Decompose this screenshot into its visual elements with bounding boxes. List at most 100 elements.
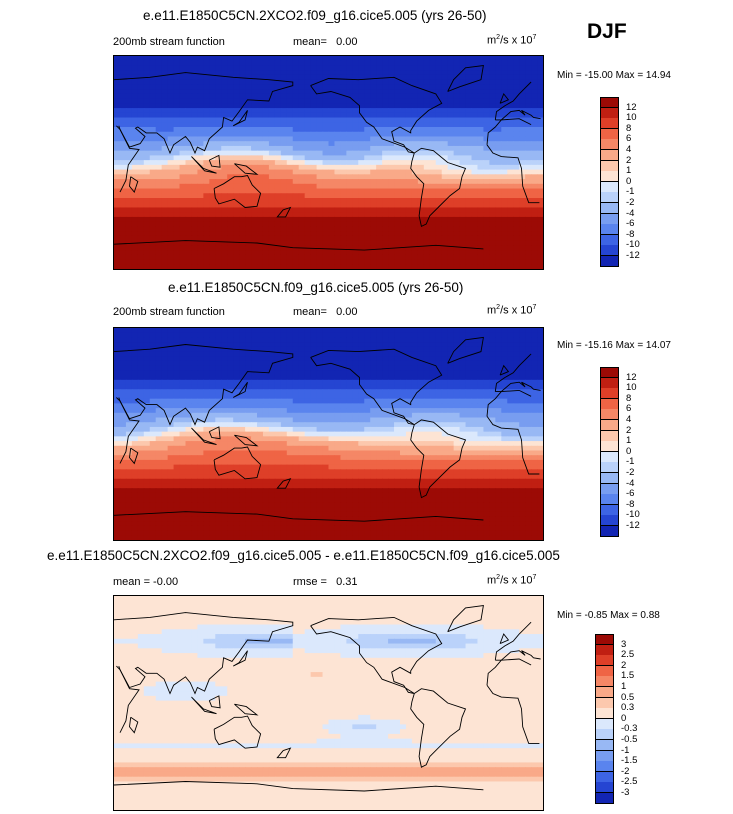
field-cell <box>143 60 151 67</box>
field-cell <box>471 389 479 395</box>
field-cell <box>131 408 139 414</box>
field-cell <box>167 79 175 85</box>
field-cell <box>280 193 288 199</box>
field-cell <box>501 384 508 390</box>
field-cell <box>322 356 330 362</box>
field-cell <box>465 264 473 269</box>
field-cell <box>394 89 401 95</box>
panel-title: e.e11.E1850C5CN.f09_g16.cice5.005 (yrs 2… <box>168 280 464 295</box>
field-cell <box>394 235 401 242</box>
field-cell <box>370 221 377 227</box>
field-cell <box>239 408 246 414</box>
field-cell <box>513 417 520 423</box>
field-cell <box>286 384 294 390</box>
field-cell <box>268 398 276 404</box>
field-cell <box>239 389 246 395</box>
field-cell <box>131 384 139 390</box>
field-cell <box>513 202 520 209</box>
field-cell <box>274 141 282 147</box>
field-cell <box>179 221 187 227</box>
field-cell <box>161 398 169 404</box>
field-cell <box>268 179 276 185</box>
field-cell <box>137 408 145 414</box>
field-cell <box>161 337 169 343</box>
field-cell <box>471 112 479 119</box>
field-cell <box>298 127 306 133</box>
field-cell <box>519 79 526 85</box>
field-cell <box>537 332 543 339</box>
field-cell <box>364 342 371 348</box>
field-cell <box>495 245 502 251</box>
field-cell <box>328 174 336 180</box>
field-cell <box>143 384 151 390</box>
field-cell <box>429 193 437 199</box>
field-cell <box>280 89 288 95</box>
field-cell <box>346 127 353 133</box>
field-cell <box>477 408 485 414</box>
field-cell <box>161 328 169 334</box>
field-cell <box>268 60 276 67</box>
field-cell <box>221 174 228 180</box>
field-cell <box>328 365 336 371</box>
field-cell <box>251 174 258 180</box>
field-cell <box>501 183 508 190</box>
field-cell <box>435 179 443 185</box>
field-cell <box>489 431 496 437</box>
colorbar-label: -12 <box>626 250 640 261</box>
field-cell <box>316 117 324 123</box>
field-cell <box>233 60 240 67</box>
field-cell <box>143 141 151 147</box>
field-cell <box>239 122 246 128</box>
field-cell <box>268 93 276 100</box>
field-cell <box>328 375 336 381</box>
field-cell <box>114 337 121 343</box>
field-cell <box>322 351 330 357</box>
field-cell <box>340 84 347 90</box>
field-cell <box>471 342 479 348</box>
field-cell <box>257 65 264 71</box>
field-cell <box>233 235 240 242</box>
field-cell <box>280 70 288 76</box>
field-cell <box>310 122 318 128</box>
field-cell <box>513 337 520 343</box>
field-cell <box>197 70 204 76</box>
field-cell <box>525 65 532 71</box>
field-cell <box>334 136 342 142</box>
field-cell <box>179 422 187 428</box>
field-cell <box>322 221 330 227</box>
field-cell <box>167 240 175 246</box>
field-cell <box>513 346 520 353</box>
field-cell <box>340 131 347 138</box>
field-cell <box>227 79 234 85</box>
field-cell <box>459 231 467 237</box>
colorbar-label: 4 <box>626 144 632 155</box>
field-cell <box>513 174 520 180</box>
field-cell <box>292 160 300 166</box>
field-cell <box>531 169 538 175</box>
field-cell <box>531 245 538 251</box>
field-cell <box>441 351 449 357</box>
field-cell <box>405 127 413 133</box>
field-cell <box>119 240 127 246</box>
field-cell <box>417 164 425 171</box>
field-cell <box>173 245 181 251</box>
field-cell <box>131 431 139 437</box>
field-cell <box>280 240 288 246</box>
field-cell <box>495 417 502 423</box>
field-cell <box>388 70 395 76</box>
field-cell <box>465 408 473 414</box>
field-cell <box>143 245 151 251</box>
field-cell <box>125 250 133 256</box>
field-cell <box>191 160 199 166</box>
field-cell <box>185 337 193 343</box>
field-cell <box>376 160 383 166</box>
field-cell <box>471 169 479 175</box>
field-cell <box>400 164 407 171</box>
field-cell <box>364 98 371 104</box>
field-cell <box>233 216 240 223</box>
field-cell <box>209 422 216 428</box>
field-cell <box>417 84 425 90</box>
field-cell <box>435 74 443 81</box>
field-cell <box>155 365 163 371</box>
field-cell <box>394 254 401 261</box>
